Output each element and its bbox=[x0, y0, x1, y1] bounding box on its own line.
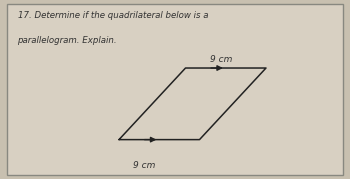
Text: 9 cm: 9 cm bbox=[210, 55, 232, 64]
Text: parallelogram. Explain.: parallelogram. Explain. bbox=[18, 36, 117, 45]
Text: 9 cm: 9 cm bbox=[133, 161, 155, 170]
FancyBboxPatch shape bbox=[7, 4, 343, 175]
Text: 17. Determine if the quadrilateral below is a: 17. Determine if the quadrilateral below… bbox=[18, 11, 208, 20]
